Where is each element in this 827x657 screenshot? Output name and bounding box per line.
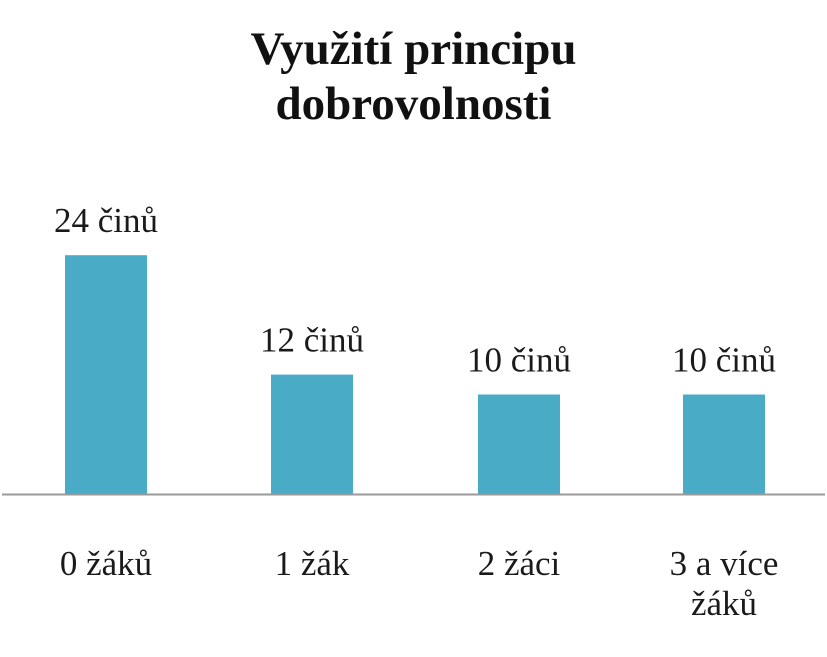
chart-title: Využití principu dobrovolnosti [0, 22, 827, 132]
category-label: 2 žáci [478, 544, 561, 583]
bar [683, 394, 765, 494]
chart-title-line: Využití principu [250, 23, 577, 75]
bar [271, 374, 353, 494]
chart-title-line: dobrovolnosti [275, 78, 552, 130]
bar [478, 394, 560, 494]
category-label: 1 žák [275, 544, 350, 583]
category-label: 0 žáků [60, 544, 152, 583]
data-label: 12 činů [260, 321, 364, 360]
data-label: 10 činů [672, 341, 776, 380]
category-label: žáků [691, 584, 757, 623]
data-label: 24 činů [54, 201, 158, 240]
data-label: 10 činů [467, 341, 571, 380]
bar [65, 255, 147, 494]
category-label: 3 a více [670, 544, 779, 583]
